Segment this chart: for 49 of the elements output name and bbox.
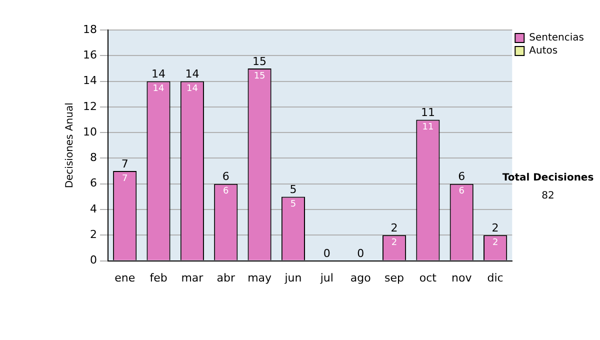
total-label: 6 <box>458 170 466 184</box>
y-axis-title: Decisiones Anual <box>64 102 76 188</box>
x-tick-label: jul <box>319 271 334 284</box>
y-tick-label: 4 <box>90 202 97 216</box>
data-label: 6 <box>223 186 230 197</box>
y-tick-label: 6 <box>90 176 97 190</box>
total-label: 14 <box>152 68 166 81</box>
data-label: 14 <box>152 84 165 94</box>
annotation: Total Decisiones <box>502 172 594 184</box>
y-tick-label: 16 <box>82 48 97 62</box>
x-tick-label: dic <box>487 271 504 284</box>
x-tick-label: sep <box>384 271 404 284</box>
x-tick-label: abr <box>216 271 236 284</box>
y-tick-label: 10 <box>82 125 97 138</box>
data-label: 2 <box>492 238 498 248</box>
total-label: 6 <box>222 170 230 184</box>
x-tick-label: oct <box>419 271 438 284</box>
x-tick-label: mar <box>181 271 204 284</box>
x-tick-label: ene <box>114 271 136 284</box>
total-label: 11 <box>420 106 435 120</box>
total-label: 15 <box>252 54 267 68</box>
x-tick-label: ago <box>350 271 372 284</box>
y-tick-label: 8 <box>90 151 97 164</box>
total-label: 2 <box>390 222 398 235</box>
x-tick-label: feb <box>150 271 168 284</box>
data-label: 6 <box>458 186 465 197</box>
y-tick-label: 0 <box>90 254 97 267</box>
total-label: 7 <box>121 157 128 170</box>
data-label: 5 <box>290 200 296 210</box>
total-label: 14 <box>185 68 200 81</box>
data-label: 7 <box>122 174 128 184</box>
text: 82 <box>542 190 554 202</box>
y-tick-label: 18 <box>82 22 97 36</box>
legend-label: Autos <box>529 46 558 57</box>
data-label: 15 <box>254 71 266 82</box>
total-label: 0 <box>357 247 364 260</box>
total-label: 5 <box>290 183 297 196</box>
x-tick-label: jun <box>284 271 302 284</box>
y-tick-label: 2 <box>90 228 97 242</box>
data-label: 2 <box>391 238 398 248</box>
x-tick-label: nov <box>452 271 472 284</box>
legend-label: Sentencias <box>529 32 584 44</box>
data-label: 11 <box>422 122 434 133</box>
x-tick-label: may <box>248 271 272 284</box>
y-tick-label: 12 <box>82 100 97 113</box>
y-tick-label: 14 <box>82 74 97 88</box>
data-label: 14 <box>186 84 198 94</box>
total-label: 2 <box>492 222 499 235</box>
total-label: 0 <box>323 247 330 260</box>
